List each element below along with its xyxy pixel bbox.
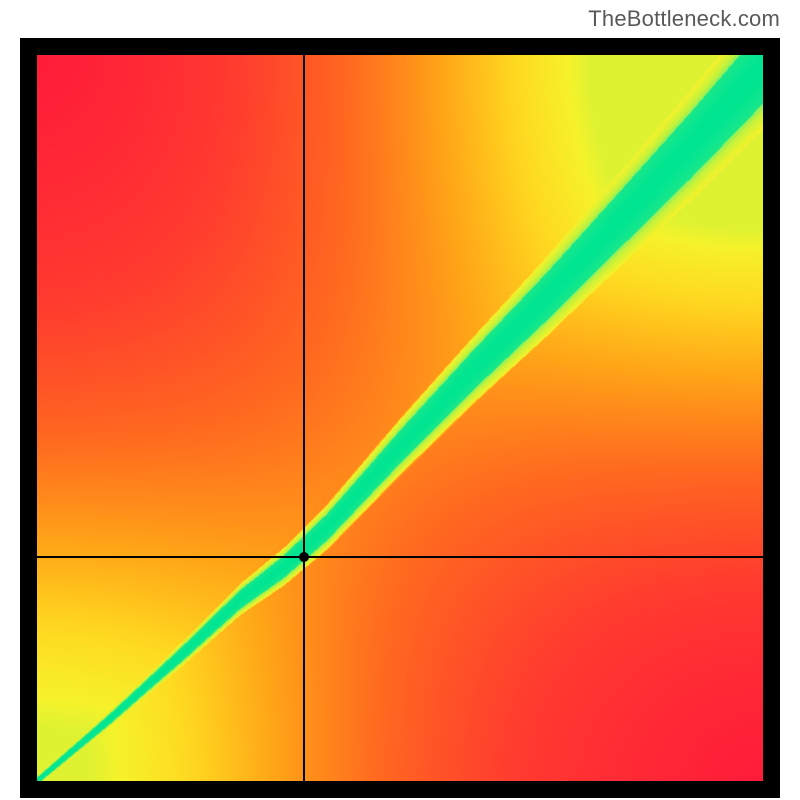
chart-container: TheBottleneck.com — [0, 0, 800, 800]
plot-frame — [20, 38, 780, 798]
heatmap-canvas — [37, 55, 763, 781]
attribution-text: TheBottleneck.com — [588, 6, 780, 32]
crosshair-horizontal — [37, 556, 763, 558]
crosshair-vertical — [303, 55, 305, 781]
data-point-marker — [299, 552, 309, 562]
